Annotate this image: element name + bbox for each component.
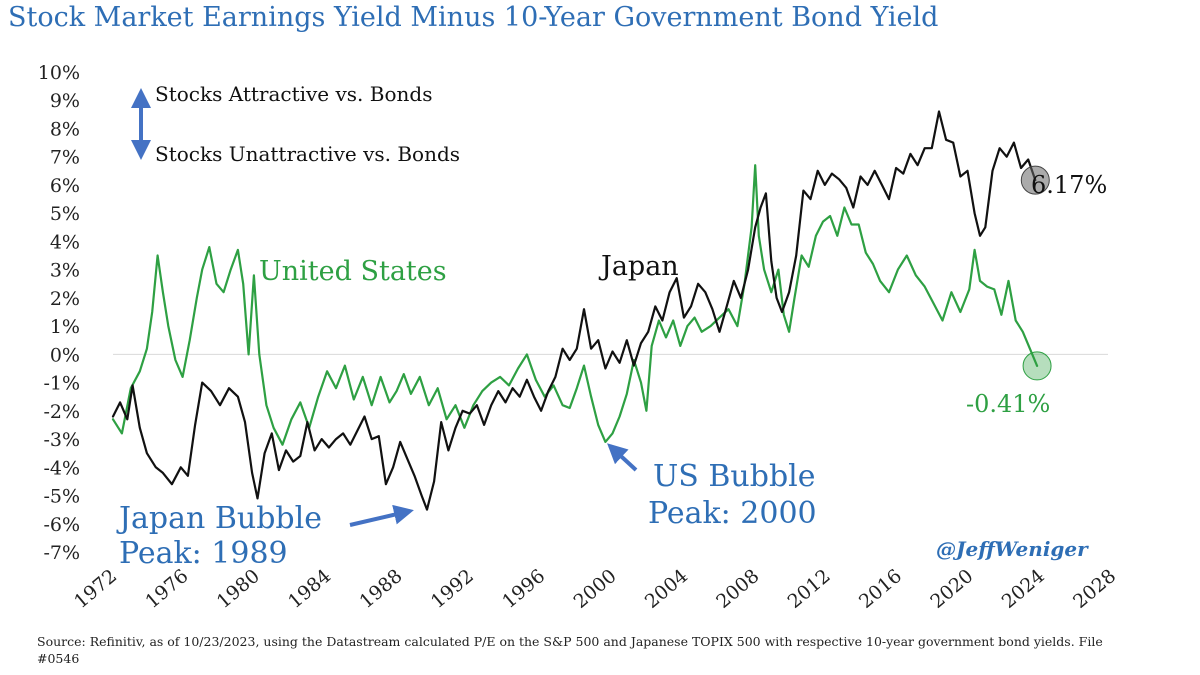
x-tick-label: 2020 [926, 565, 977, 613]
label-attractive: Stocks Attractive vs. Bonds [155, 82, 432, 106]
end-marker-us [1022, 351, 1052, 381]
x-tick-label: 1992 [427, 565, 478, 613]
series-label-us: United States [259, 256, 447, 287]
y-tick-label: -6% [43, 514, 80, 536]
annotation-japan-bubble-2: Peak: 1989 [119, 536, 288, 571]
chart-canvas: -7% -6% -5% -4% -3% -2% -1% 0% 1% 2% 3% 4% 5% 6% 7% 8% 9… [38, 62, 1120, 613]
x-tick-label: 2024 [998, 565, 1049, 613]
end-marker-japan [1020, 165, 1050, 195]
series-label-japan: Japan [598, 251, 679, 282]
x-tick-label: 1972 [70, 565, 121, 613]
x-tick-label: 1996 [498, 565, 549, 613]
x-tick-label: 2000 [570, 565, 621, 613]
end-label-japan: 6.17% [1031, 171, 1107, 199]
x-axis-ticks: 1972 1976 1980 1984 1988 1992 1996 2000 2004 2008… [70, 565, 1120, 613]
series-line-united-states [111, 164, 1039, 446]
x-tick-label: 2012 [784, 565, 835, 613]
series-line-japan [111, 110, 1037, 511]
y-tick-label: -2% [43, 401, 80, 423]
chart-title: Stock Market Earnings Yield Minus 10-Yea… [8, 2, 939, 33]
y-tick-label: 6% [50, 175, 80, 197]
x-tick-label: 2004 [641, 565, 692, 613]
y-tick-label: -3% [43, 429, 80, 451]
arrow-us-bubble [607, 443, 638, 472]
y-tick-label: -5% [43, 486, 80, 508]
y-tick-label: 4% [50, 231, 80, 253]
x-tick-label: 1976 [141, 565, 192, 613]
y-tick-label: 8% [50, 118, 80, 140]
label-unattractive: Stocks Unattractive vs. Bonds [155, 142, 460, 166]
x-tick-label: 2008 [712, 565, 763, 613]
y-tick-label: 3% [50, 260, 80, 282]
series-layer [111, 110, 1039, 511]
source-note: Source: Refinitiv, as of 10/23/2023, usi… [37, 634, 1103, 666]
x-tick-label: 2028 [1069, 565, 1120, 613]
annotation-us-bubble-2: Peak: 2000 [648, 496, 817, 531]
x-tick-label: 1984 [284, 565, 335, 613]
end-label-us: -0.41% [966, 390, 1050, 418]
annotation-japan-bubble-1: Japan Bubble [116, 501, 322, 536]
x-tick-label: 2016 [855, 565, 906, 613]
y-tick-label: 2% [50, 288, 80, 310]
y-tick-label: -1% [43, 373, 80, 395]
y-axis-ticks: -7% -6% -5% -4% -3% -2% -1% 0% 1% 2% 3% 4% 5% 6% 7% 8% 9… [38, 62, 80, 564]
y-tick-label: 1% [50, 316, 80, 338]
end-markers [1020, 165, 1052, 381]
x-tick-label: 1980 [213, 565, 264, 613]
watermark: @JeffWeniger [936, 537, 1089, 561]
y-tick-label: 9% [50, 90, 80, 112]
y-tick-label: -4% [43, 457, 80, 479]
y-tick-label: 0% [50, 344, 80, 366]
y-tick-label: 5% [50, 203, 80, 225]
y-tick-label: -7% [43, 542, 80, 564]
x-tick-label: 1988 [355, 565, 406, 613]
y-tick-label: 7% [50, 147, 80, 169]
annotation-us-bubble-1: US Bubble [653, 459, 816, 494]
arrow-japan-bubble [349, 504, 414, 527]
y-tick-label: 10% [38, 62, 80, 84]
